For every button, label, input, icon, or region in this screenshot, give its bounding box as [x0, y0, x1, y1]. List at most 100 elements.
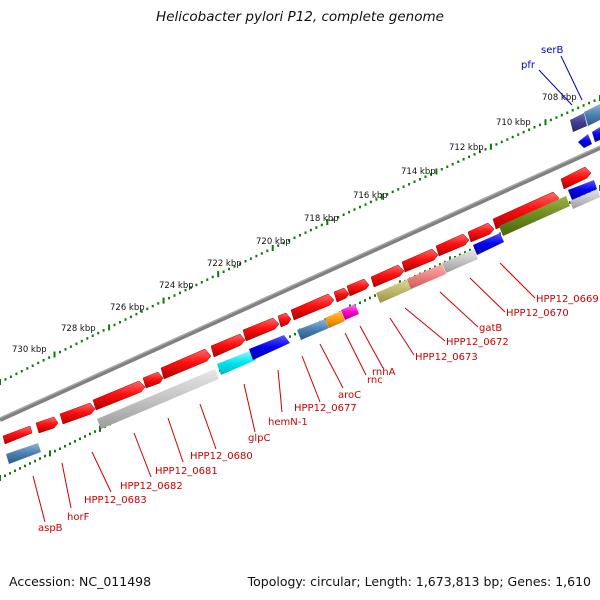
scale-major-tick [271, 245, 274, 251]
feature-box [584, 104, 600, 126]
gene-label: pfr [521, 60, 536, 71]
callout-line [301, 355, 321, 403]
feature-arrow [333, 287, 350, 303]
inner-minor-tick [294, 332, 296, 336]
scale-minor-tick [413, 180, 416, 183]
callout-line [439, 291, 479, 328]
callout-line [133, 432, 152, 478]
inner-minor-tick [79, 437, 81, 441]
scale-minor-tick [282, 241, 285, 245]
feature-arrow [467, 222, 495, 243]
inner-minor-tick [359, 301, 361, 305]
scale-minor-tick [48, 356, 51, 359]
genome-backbone [0, 146, 600, 422]
inner-minor-tick [69, 442, 71, 445]
inner-minor-tick [29, 462, 31, 465]
scale-minor-tick [31, 364, 34, 367]
inner-minor-tick [84, 435, 86, 438]
callout-line [469, 277, 506, 313]
inner-minor-tick [369, 296, 371, 300]
scale-major-tick [53, 351, 56, 358]
inner-minor-tick [464, 251, 466, 254]
inner-minor-tick [454, 256, 456, 259]
inner-minor-tick [74, 440, 76, 443]
feature-arrow [435, 233, 470, 257]
gene-label: aspB [38, 523, 63, 534]
scale-minor-tick [593, 99, 596, 102]
inner-major-tick [0, 475, 1, 481]
scale-minor-tick [157, 302, 160, 305]
gene-label: HPP12_0672 [446, 337, 509, 348]
scale-minor-tick [239, 262, 241, 266]
scale-minor-tick [151, 304, 154, 308]
scale-minor-tick [222, 270, 225, 273]
scale-minor-tick [419, 178, 421, 181]
scale-minor-tick [233, 265, 236, 268]
genome-backbone-highlight [0, 145, 600, 419]
scale-minor-tick [20, 370, 23, 373]
scale-minor-tick [288, 239, 291, 242]
scale-minor-tick [26, 367, 29, 370]
scale-minor-tick [244, 260, 247, 263]
feature-arrow [560, 166, 592, 190]
feature-arrow [370, 264, 405, 288]
scale-minor-tick [299, 234, 301, 237]
scale-minor-tick [549, 118, 552, 122]
scale-ruler [0, 95, 600, 385]
scale-minor-tick [511, 135, 514, 139]
callout-line [499, 262, 536, 299]
scale-minor-tick [168, 296, 171, 300]
gene-label: glpC [248, 433, 270, 444]
inner-minor-tick [59, 447, 61, 450]
scale-minor-tick [69, 345, 72, 348]
scale-minor-tick [59, 350, 61, 354]
scale-minor-tick [146, 307, 149, 311]
scale-minor-tick [277, 244, 280, 247]
scale-major-tick [162, 297, 165, 304]
scale-minor-tick [86, 337, 89, 340]
scale-major-tick [217, 271, 220, 278]
inner-minor-tick [459, 253, 461, 257]
scale-minor-tick [124, 318, 127, 321]
scale-minor-tick [479, 150, 481, 154]
inner-minor-tick [34, 459, 36, 463]
scale-label: 718 kbp [304, 214, 339, 224]
scale-minor-tick [173, 294, 176, 297]
feature-box [217, 350, 256, 375]
scale-minor-tick [211, 275, 214, 279]
scale-minor-tick [337, 216, 340, 219]
scale-minor-tick [97, 331, 100, 335]
feature-arrow [290, 293, 335, 321]
feature-box [570, 189, 600, 209]
scale-minor-tick [304, 231, 307, 234]
scale-minor-tick [386, 193, 389, 196]
scale-minor-tick [342, 213, 345, 216]
scale-minor-tick [402, 185, 405, 188]
gene-label: aroC [338, 390, 361, 401]
scale-minor-tick [140, 310, 143, 313]
feature-arrow [35, 416, 59, 434]
callout-line [359, 325, 384, 369]
gene-labels: serB pfr HPP12_0669 HPP12_0670 gatB HPP1… [38, 45, 599, 534]
scale-major-tick [489, 143, 492, 150]
scale-minor-tick [582, 104, 585, 107]
scale-minor-tick [37, 361, 40, 365]
scale-major-tick [326, 219, 329, 226]
scale-major-tick [380, 193, 383, 200]
feature-arrow [249, 335, 290, 360]
inner-minor-tick [39, 457, 41, 460]
scale-minor-tick [353, 208, 356, 211]
scale-minor-tick [468, 155, 471, 159]
gene-label: horF [67, 512, 90, 523]
callout-line [404, 307, 446, 342]
feature-arrow [210, 333, 246, 358]
callout-line [167, 417, 184, 463]
scale-minor-tick [566, 111, 569, 114]
scale-minor-tick [429, 173, 432, 176]
gene-label: HPP12_0670 [506, 308, 569, 319]
scale-minor-tick [80, 339, 83, 343]
inner-minor-tick [54, 449, 56, 453]
inner-minor-tick [4, 474, 6, 477]
gene-label: HPP12_0681 [155, 466, 218, 477]
